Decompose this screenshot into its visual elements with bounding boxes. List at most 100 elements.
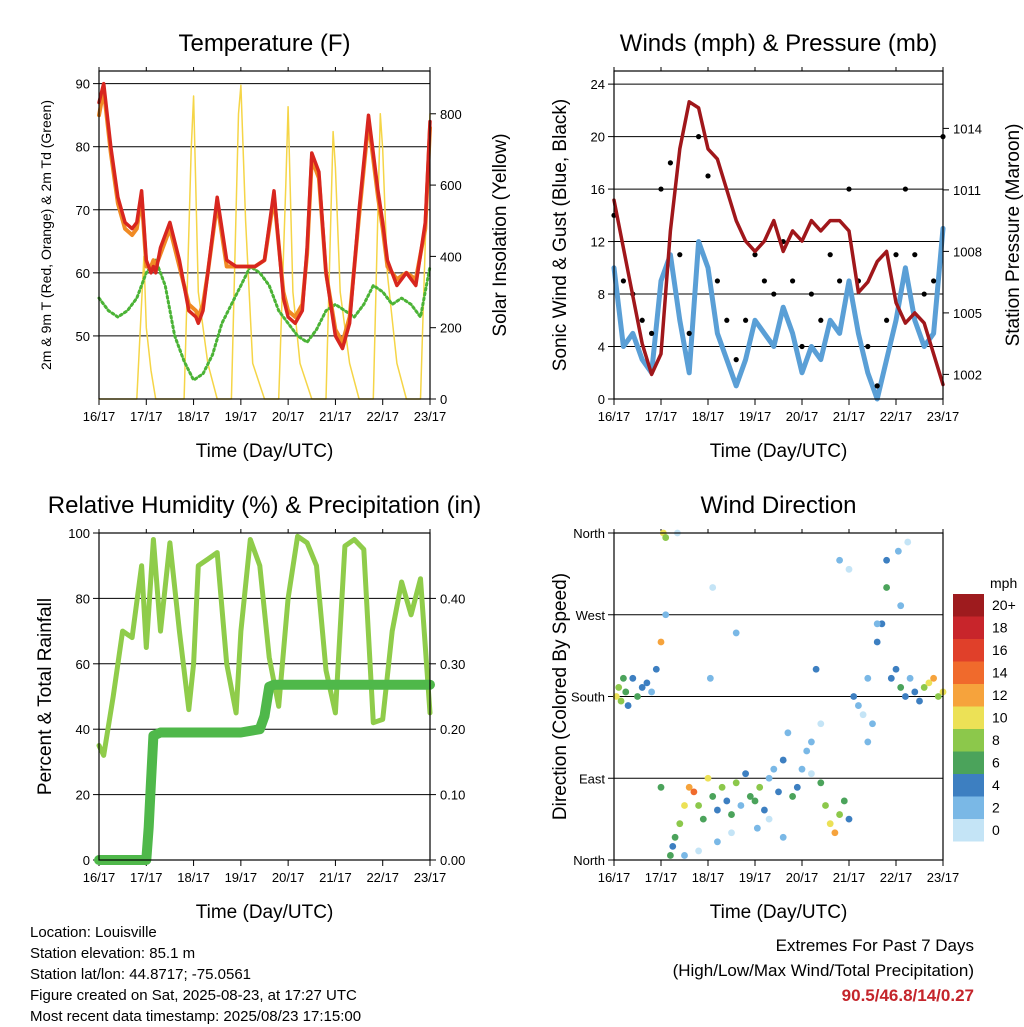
x-tick-label: 23/17 xyxy=(414,409,447,424)
station-elevation: Station elevation: 85.1 m xyxy=(30,945,196,962)
colorbar-swatch xyxy=(953,729,984,752)
humidity-precip-panel: Relative Humidity (%) & Precipitation (i… xyxy=(35,492,481,923)
gust-point xyxy=(874,383,880,389)
y-tick-label: North xyxy=(573,853,605,868)
direction-point xyxy=(709,793,717,800)
direction-point xyxy=(845,565,853,573)
plot-frame xyxy=(98,532,431,861)
gust-point xyxy=(620,278,627,284)
direction-point xyxy=(864,738,872,746)
x-tick-label: 20/17 xyxy=(272,870,305,885)
x-tick-label: 18/17 xyxy=(177,870,210,885)
x-tick-label: 16/17 xyxy=(598,870,631,885)
gust-point xyxy=(837,278,843,284)
speed-colorbar: mph 20+ 18 16 14 12 10 8 6 4 2 0 xyxy=(953,575,1017,842)
direction-point xyxy=(648,688,655,696)
panel-title: Relative Humidity (%) & Precipitation (i… xyxy=(48,492,481,519)
y-tick-label: 4 xyxy=(598,340,605,355)
dewpoint-line xyxy=(97,258,432,382)
direction-point xyxy=(845,815,853,823)
gust-point xyxy=(705,173,711,179)
direction-point xyxy=(676,820,684,828)
x-tick-label: 23/17 xyxy=(414,870,447,885)
x-tick-label: 16/17 xyxy=(83,409,116,424)
gust-point xyxy=(761,278,768,284)
y2-tick-label: 1011 xyxy=(953,183,981,198)
direction-point xyxy=(681,802,688,809)
direction-point xyxy=(695,802,702,809)
direction-point xyxy=(761,806,768,814)
direction-point xyxy=(869,720,876,728)
gust-point xyxy=(902,186,909,192)
direction-point xyxy=(859,711,867,719)
direction-point xyxy=(779,833,787,841)
direction-point xyxy=(897,684,905,691)
direction-point xyxy=(615,684,623,691)
y-tick-label: 8 xyxy=(598,287,605,302)
gust-point xyxy=(846,186,852,192)
x-axis-label: Time (Day/UTC) xyxy=(710,441,848,462)
panel-title: Wind Direction xyxy=(700,492,856,519)
colorbar-swatch xyxy=(953,796,984,819)
x-axis-label: Time (Day/UTC) xyxy=(196,441,334,462)
y2-tick-label: 0.10 xyxy=(440,788,465,803)
x-tick-label: 22/17 xyxy=(880,409,913,424)
y-tick-label: 40 xyxy=(76,722,90,737)
colorbar-swatch xyxy=(953,616,984,639)
direction-point xyxy=(714,838,721,846)
direction-point xyxy=(793,783,801,791)
y2-tick-label: 600 xyxy=(440,178,462,193)
direction-point xyxy=(742,770,749,778)
direction-point xyxy=(612,693,620,700)
y-tick-label: 70 xyxy=(76,203,90,218)
y-tick-label: West xyxy=(576,608,606,623)
direction-point xyxy=(836,556,843,564)
gust-point xyxy=(818,317,824,323)
y2-tick-label: 400 xyxy=(440,249,462,264)
direction-point xyxy=(695,847,702,855)
y-tick-label: 20 xyxy=(591,130,605,145)
colorbar-swatch xyxy=(953,594,984,617)
gust-point xyxy=(677,252,683,258)
x-tick-label: 19/17 xyxy=(225,870,258,885)
gust-point xyxy=(799,343,805,350)
direction-point xyxy=(690,788,698,796)
gust-point xyxy=(931,278,937,284)
direction-point xyxy=(808,738,815,746)
direction-point xyxy=(662,534,670,541)
extremes-title: Extremes For Past 7 Days xyxy=(775,936,974,955)
x-tick-label: 19/17 xyxy=(225,409,258,424)
direction-point xyxy=(756,783,764,791)
gust-point xyxy=(790,278,796,284)
gust-point xyxy=(686,330,692,336)
y-tick-label: 50 xyxy=(76,329,90,344)
direction-point xyxy=(723,797,731,805)
y2-tick-label: 0.30 xyxy=(440,657,465,672)
direction-point xyxy=(826,820,834,828)
x-tick-label: 18/17 xyxy=(692,409,725,424)
colorbar-unit: mph xyxy=(990,575,1017,591)
gust-point xyxy=(752,252,758,258)
gust-point xyxy=(827,252,833,258)
colorbar-label: 0 xyxy=(992,822,1000,838)
gust-point xyxy=(733,357,739,363)
extremes-values: 90.5/46.8/14/0.27 xyxy=(841,986,974,1005)
direction-point xyxy=(925,679,933,687)
direction-point xyxy=(624,702,632,709)
direction-point xyxy=(634,693,641,700)
direction-point xyxy=(732,629,740,637)
y2-tick-label: 0.00 xyxy=(440,853,465,868)
gust-point xyxy=(696,134,702,140)
figure-created: Figure created on Sat, 2025-08-23, at 17… xyxy=(30,987,357,1004)
y-tick-label: 0 xyxy=(83,853,90,868)
precipitation-line xyxy=(94,679,435,865)
direction-point xyxy=(864,674,872,682)
colorbar-swatch xyxy=(953,819,984,842)
gust-point xyxy=(667,160,674,166)
direction-point xyxy=(789,793,796,800)
y2-tick-label: 1002 xyxy=(953,367,982,382)
x-tick-label: 21/17 xyxy=(833,870,866,885)
colorbar-swatch xyxy=(953,639,984,662)
direction-point xyxy=(657,783,665,791)
direction-point xyxy=(704,774,712,782)
